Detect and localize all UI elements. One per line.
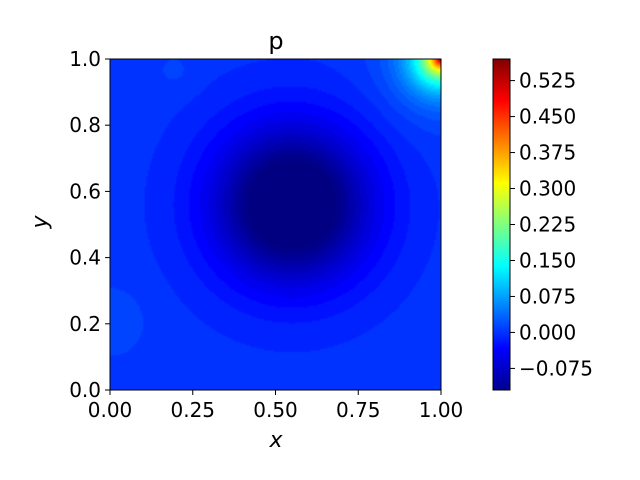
x-tick-label: 0.25 [170, 398, 215, 422]
x-tick-label: 0.00 [88, 398, 133, 422]
x-axis-label: x [268, 428, 283, 453]
y-axis-label: y [28, 215, 53, 230]
y-tick-label: 0.0 [69, 378, 101, 402]
colorbar-tick-label: 0.375 [519, 141, 576, 165]
x-tick-label: 1.00 [419, 398, 464, 422]
y-tick-label: 1.0 [69, 47, 101, 71]
colorbar-tick-label: 0.150 [519, 248, 576, 272]
plot-area [109, 58, 442, 391]
y-tick-label: 0.8 [69, 113, 101, 137]
y-tick-label: 0.4 [69, 246, 101, 270]
colorbar-tick-label: 0.000 [519, 320, 576, 344]
chart-title: p [268, 27, 283, 55]
colorbar: −0.075 0.000 0.075 0.150 0.225 0.300 0.375 0.45… [492, 58, 593, 391]
contour-field [110, 59, 441, 390]
x-axis: 0.00 0.25 0.50 0.75 1.00 [88, 390, 464, 422]
colorbar-gradient [493, 59, 510, 390]
y-axis: 0.0 0.2 0.4 0.6 0.8 1.0 [69, 47, 110, 402]
colorbar-tick-label: 0.300 [519, 177, 576, 201]
colorbar-tick-label: 0.225 [519, 213, 576, 237]
colorbar-ticks: −0.075 0.000 0.075 0.150 0.225 0.300 0.375 0.45… [510, 69, 593, 380]
x-tick-label: 0.75 [336, 398, 381, 422]
colorbar-tick-label: 0.075 [519, 284, 576, 308]
x-tick-label: 0.50 [253, 398, 298, 422]
y-tick-label: 0.6 [69, 179, 101, 203]
colorbar-tick-label: 0.450 [519, 105, 576, 129]
colorbar-tick-label: −0.075 [519, 356, 593, 380]
y-tick-label: 0.2 [69, 312, 101, 336]
colorbar-tick-label: 0.525 [519, 69, 576, 93]
